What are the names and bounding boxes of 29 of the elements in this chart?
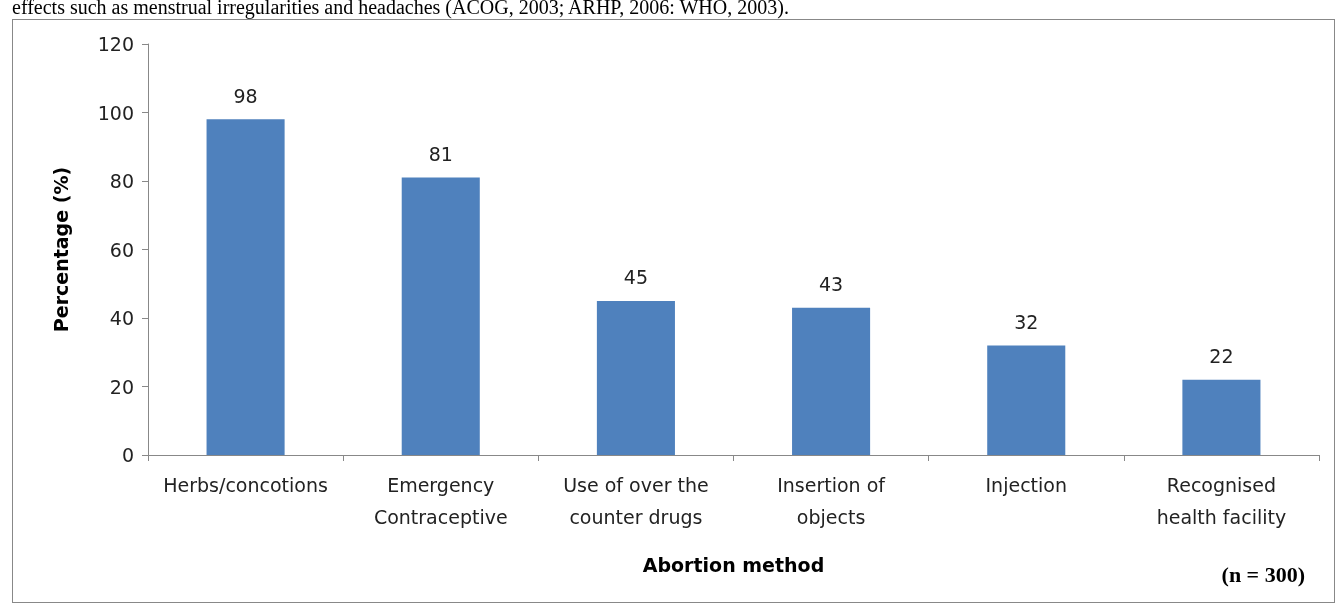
- x-tick-label: Emergency Contraceptive: [373, 474, 508, 528]
- data-label: 22: [1209, 345, 1234, 368]
- data-label: 98: [233, 84, 258, 107]
- y-tick-label: 20: [109, 375, 134, 398]
- y-tick-label: 100: [97, 101, 134, 124]
- bar: [792, 307, 871, 455]
- y-tick-label: 60: [109, 238, 134, 261]
- y-axis-title: Percentage (%): [49, 166, 72, 333]
- data-label: 45: [623, 266, 649, 289]
- y-tick-label: 120: [97, 33, 134, 55]
- bar: [206, 119, 285, 455]
- x-axis-title: Abortion method: [642, 553, 825, 576]
- x-tick-label: Injection: [985, 474, 1067, 496]
- x-tick-label: Recognised health facility: [1156, 474, 1287, 528]
- bar: [1182, 379, 1261, 455]
- bar: [596, 300, 675, 455]
- y-tick-label: 80: [109, 170, 134, 192]
- x-tick-label: Herbs/concotions: [163, 474, 328, 496]
- y-tick-label: 0: [121, 444, 134, 466]
- text: (n = 300): [1221, 562, 1305, 588]
- text: effects such as menstrual irregularities and headaches (ACOG, 2003; ARHP, 2006: WHO, 2003).: [12, 0, 789, 19]
- bar: [401, 177, 480, 455]
- y-tick-label: 40: [109, 307, 134, 329]
- data-label: 32: [1014, 310, 1039, 333]
- x-tick-label: Insertion of objects: [777, 474, 887, 528]
- bar: [987, 345, 1066, 455]
- x-tick-label: Use of over the counter drugs: [563, 474, 709, 528]
- data-label: 81: [428, 143, 453, 166]
- data-label: 43: [818, 273, 844, 296]
